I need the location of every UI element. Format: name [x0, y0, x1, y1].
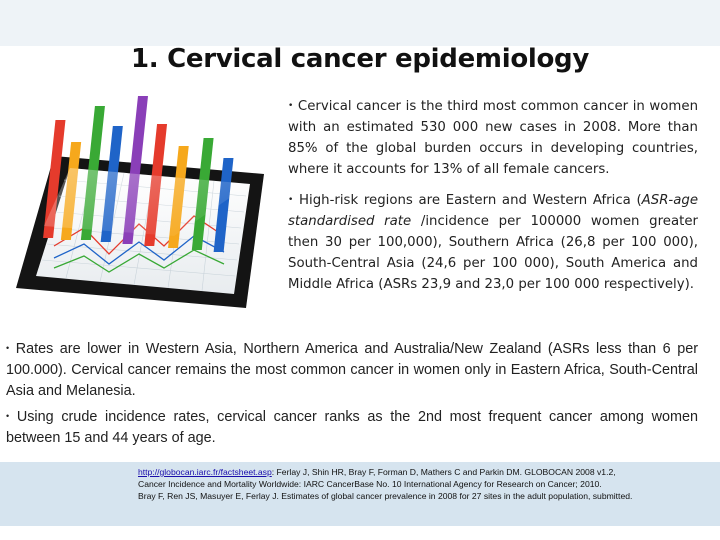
paragraph-text-suffix: /incidence per 100000 women greater then… — [288, 214, 698, 292]
globocan-link[interactable]: http://globocan.iarc.fr/factsheet.asp — [138, 467, 272, 477]
bullet: • — [6, 411, 10, 421]
bar-1 — [43, 120, 66, 238]
paragraph-text-prefix: High-risk regions are Eastern and Wester… — [299, 193, 642, 208]
paragraph-global-burden: • Cervical cancer is the third most comm… — [288, 96, 698, 180]
paragraph-lower-rates: • Rates are lower in Western Asia, North… — [6, 338, 698, 402]
paragraph-high-risk-regions: • High-risk regions are Eastern and West… — [288, 190, 698, 295]
paragraph-crude-rates: • Using crude incidence rates, cervical … — [6, 406, 698, 449]
paragraph-text: Cervical cancer is the third most common… — [288, 99, 698, 177]
reference-line-3: Bray F, Ren JS, Masuyer E, Ferlay J. Est… — [138, 491, 633, 501]
reference-text: : Ferlay J, Shin HR, Bray F, Forman D, M… — [271, 467, 616, 477]
slide-title: 1. Cervical cancer epidemiology — [130, 44, 590, 74]
references-band — [0, 462, 720, 526]
screen-shine — [44, 168, 250, 236]
top-band — [0, 0, 720, 46]
reference-line-2: Cancer Incidence and Mortality Worldwide… — [138, 479, 602, 489]
reference-line-1: http://globocan.iarc.fr/factsheet.asp: F… — [138, 466, 718, 478]
references: http://globocan.iarc.fr/factsheet.asp: F… — [138, 466, 718, 502]
bullet: • — [6, 343, 10, 353]
bullet: • — [288, 195, 294, 205]
asr-definition: ASR-age standardised rate — [288, 193, 698, 229]
bullet: • — [288, 101, 294, 111]
bar-9 — [213, 158, 234, 252]
tablet-chart-illustration — [16, 96, 264, 308]
paragraph-text: Rates are lower in Western Asia, Norther… — [6, 341, 698, 399]
paragraph-text: Using crude incidence rates, cervical ca… — [6, 409, 698, 446]
